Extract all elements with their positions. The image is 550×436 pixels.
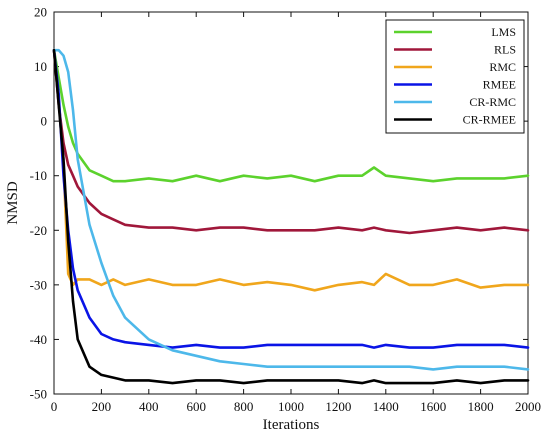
x-tick-label: 1400 xyxy=(373,399,399,414)
legend-box xyxy=(385,19,525,134)
legend: LMS RLS RMC RMEE CR-RMC CR-RMEE xyxy=(385,19,525,134)
series-line-lms xyxy=(52,48,530,183)
legend-label: CR-RMEE xyxy=(463,113,516,127)
x-axis-label: Iterations xyxy=(263,417,320,433)
x-tick-label: 800 xyxy=(234,399,254,414)
legend-label: CR-RMC xyxy=(469,95,516,109)
series-line-rmee xyxy=(52,48,530,349)
series-line-cr-rmc xyxy=(52,48,530,371)
y-tick-label: 10 xyxy=(34,59,47,74)
y-tick-label: -30 xyxy=(30,277,47,292)
legend-label: RMEE xyxy=(483,78,516,92)
x-tick-label: 1800 xyxy=(468,399,494,414)
axes-layer: 0 200 400 600 800 1000 1200 1400 1600 1800 2000 20 1… xyxy=(30,5,541,415)
x-tick-label: 0 xyxy=(51,399,58,414)
x-tick-label: 1200 xyxy=(325,399,351,414)
x-tick-label: 1600 xyxy=(420,399,446,414)
legend-label: RLS xyxy=(494,43,516,57)
legend-label: LMS xyxy=(491,25,516,39)
y-tick-label: -50 xyxy=(30,387,47,402)
y-tick-label: -40 xyxy=(30,332,47,347)
x-tick-label: 2000 xyxy=(515,399,541,414)
series-line-rls xyxy=(52,48,530,235)
y-axis-label: NMSD xyxy=(5,181,21,225)
y-tick-label: 20 xyxy=(34,5,47,20)
y-tick-label: -20 xyxy=(30,223,47,238)
series-layer xyxy=(52,48,530,385)
series-line-cr-rmee xyxy=(52,48,530,385)
legend-label: RMC xyxy=(489,60,516,74)
x-tick-label: 400 xyxy=(139,399,159,414)
y-tick-label: 0 xyxy=(41,114,48,129)
x-tick-label: 1000 xyxy=(278,399,304,414)
y-tick-label: -10 xyxy=(30,168,47,183)
x-tick-label: 200 xyxy=(92,399,112,414)
x-tick-label: 600 xyxy=(186,399,206,414)
